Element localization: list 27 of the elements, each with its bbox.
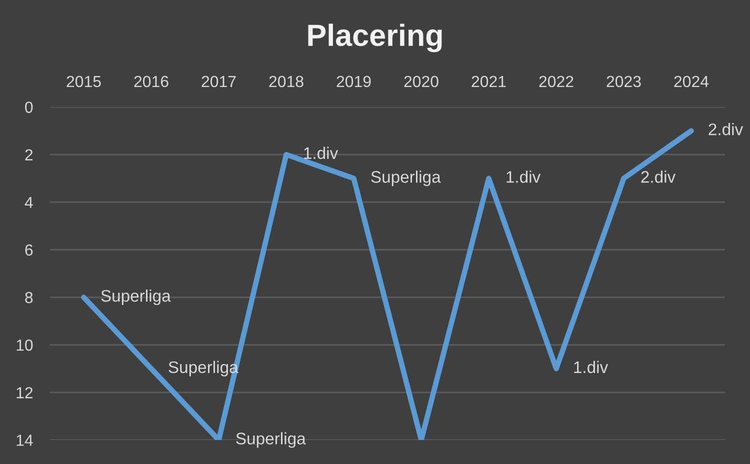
annotation: Superliga [371,170,441,186]
x-tick-label: 2023 [606,76,641,88]
y-tick-label: 6 [25,244,33,256]
y-tick-label: 12 [16,387,33,398]
x-tick-label: 2021 [472,76,506,88]
annotation: 2.div [708,123,744,136]
y-tick-label: 4 [24,196,33,208]
y-tick-label: 10 [16,339,33,351]
x-tick-label: 2019 [336,76,371,88]
annotation: Superliga [236,432,306,448]
x-tick-label: 2015 [66,76,101,88]
annotation: Superliga [101,290,171,306]
y-tick-label: 14 [16,434,33,446]
y-tick-label: 0 [25,102,33,113]
x-tick-label: 2017 [202,76,236,88]
x-tick-label: 2022 [539,76,574,88]
x-tick-label: 2024 [674,76,709,88]
annotation: 1.div [304,146,338,160]
y-tick-label: 2 [25,149,33,160]
chart-title: Placering [308,24,442,52]
annotation: 2.div [641,170,676,183]
x-tick-label: 2020 [404,76,438,88]
annotation: 1.div [574,360,608,374]
y-tick-label: 8 [25,292,33,304]
annotation: 1.div [506,170,541,183]
x-tick-label: 2016 [134,76,168,88]
x-tick-label: 2018 [269,76,304,88]
